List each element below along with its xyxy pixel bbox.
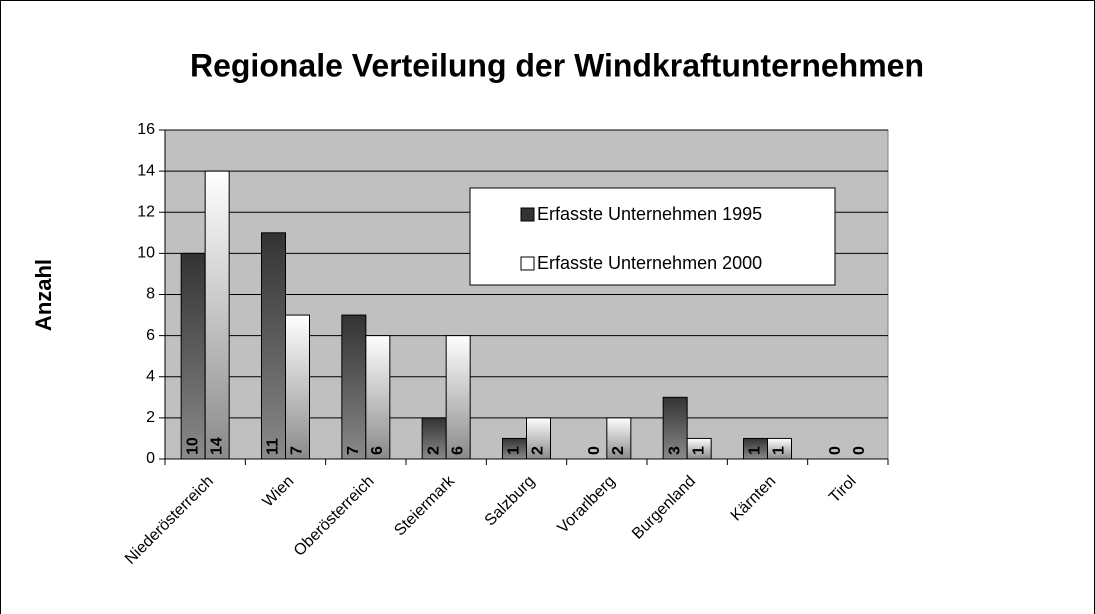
value-label: 14 [208,437,225,455]
y-tick-label: 2 [146,409,155,426]
bar [365,335,391,460]
value-label: 0 [827,446,844,455]
y-tick-label: 4 [146,368,155,385]
y-tick-label: 12 [137,203,155,220]
legend-swatch [520,256,535,271]
y-tick-label: 0 [146,450,155,467]
value-label: 2 [425,446,442,455]
value-label: 7 [345,446,362,455]
bar [204,170,230,460]
bar [526,417,551,460]
legend-label: Erfasste Unternehmen 2000 [537,253,762,273]
bar [606,417,632,460]
legend-label: Erfasste Unternehmen 1995 [537,204,762,224]
value-label: 1 [771,446,788,455]
value-label: 6 [449,446,466,455]
y-axis-label: Anzahl [31,259,56,331]
bar [341,314,367,460]
value-label: 6 [369,446,386,455]
value-label: 7 [289,446,306,455]
value-label: 3 [666,446,683,455]
value-label: 2 [610,446,627,455]
y-tick-label: 10 [137,245,155,262]
bar [445,335,471,460]
value-label: 1 [506,446,523,455]
bar [180,252,206,460]
value-label: 10 [184,437,201,455]
value-label: 11 [265,438,282,455]
y-tick-label: 16 [137,121,155,138]
y-tick-label: 8 [146,286,155,303]
bar [285,314,310,460]
value-label: 0 [586,446,603,455]
value-label: 1 [690,446,707,455]
y-tick-label: 6 [146,327,155,344]
y-tick-label: 14 [137,162,155,179]
value-label: 0 [851,446,868,455]
chart-title: Regionale Verteilung der Windkraftuntern… [190,47,924,83]
bar [261,232,286,460]
legend-swatch [520,207,535,222]
value-label: 1 [747,446,764,455]
value-label: 2 [530,446,547,455]
